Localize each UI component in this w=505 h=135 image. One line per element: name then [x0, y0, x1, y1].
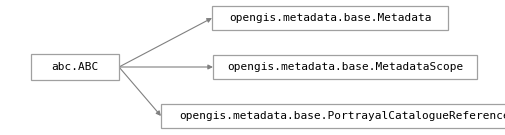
Text: opengis.metadata.base.PortrayalCatalogueReference: opengis.metadata.base.PortrayalCatalogue… — [180, 111, 505, 121]
Text: abc.ABC: abc.ABC — [52, 62, 98, 72]
FancyBboxPatch shape — [213, 55, 477, 79]
Text: opengis.metadata.base.MetadataScope: opengis.metadata.base.MetadataScope — [227, 62, 463, 72]
FancyBboxPatch shape — [161, 104, 505, 128]
FancyBboxPatch shape — [212, 6, 448, 30]
Text: opengis.metadata.base.Metadata: opengis.metadata.base.Metadata — [229, 13, 431, 23]
FancyBboxPatch shape — [31, 54, 119, 80]
